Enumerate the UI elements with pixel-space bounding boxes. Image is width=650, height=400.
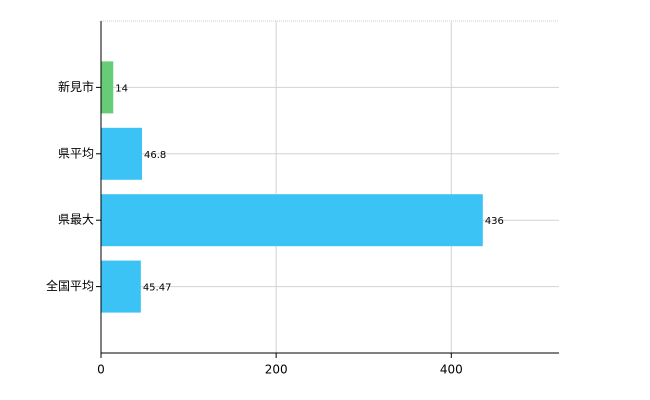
bar	[101, 127, 142, 180]
y-tick-label: 県平均	[58, 146, 94, 160]
x-tick-label: 200	[265, 363, 288, 377]
bar	[101, 61, 114, 114]
value-label: 14	[115, 83, 128, 94]
bar	[101, 194, 483, 247]
value-label: 45.47	[143, 283, 172, 294]
x-tick-label: 0	[97, 363, 105, 377]
x-tick-label: 400	[440, 363, 463, 377]
y-tick-label: 全国平均	[46, 278, 94, 293]
y-tick-label: 県最大	[58, 213, 94, 227]
y-tick-label: 新見市	[58, 79, 94, 94]
value-label: 436	[485, 216, 504, 227]
bar	[101, 260, 141, 313]
value-label: 46.8	[144, 150, 166, 161]
